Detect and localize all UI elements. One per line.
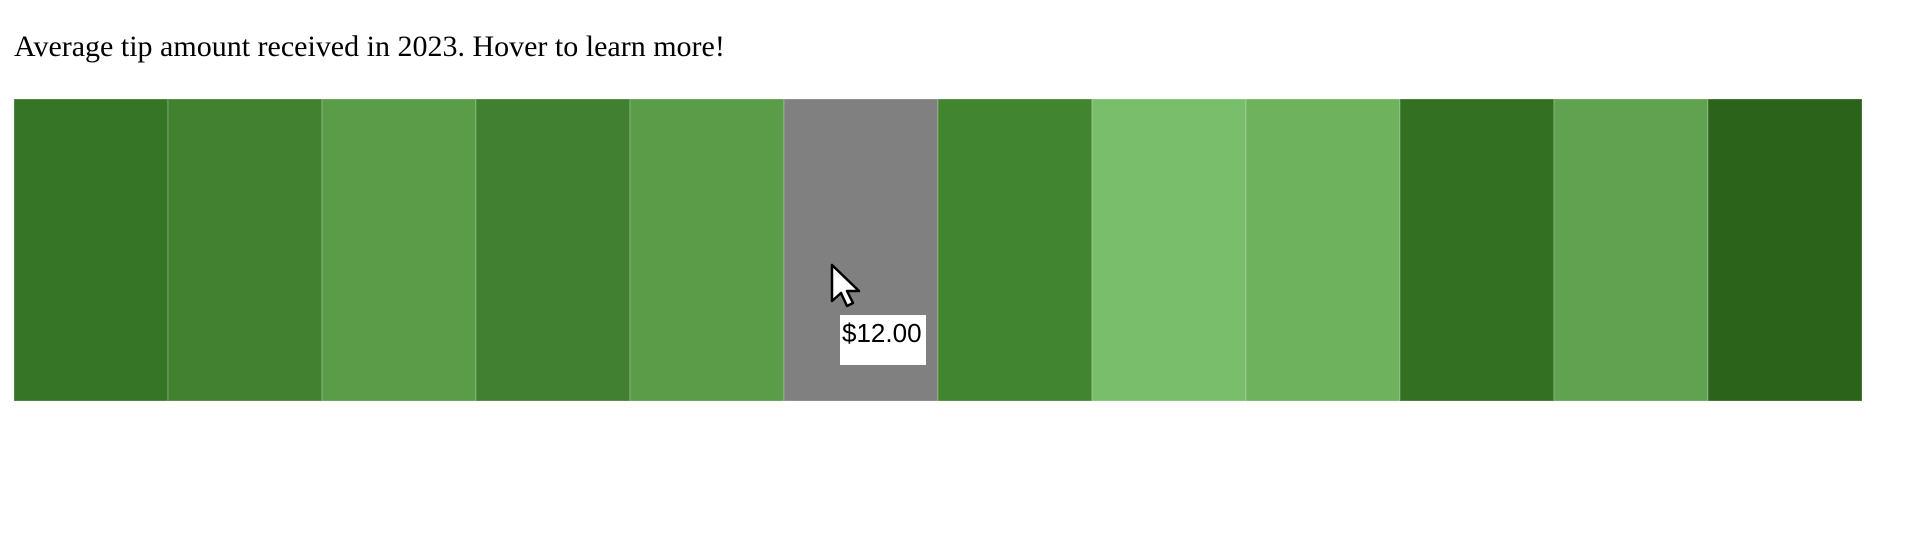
hover-tooltip: $12.00 — [840, 315, 926, 365]
chart-caption: Average tip amount received in 2023. Hov… — [14, 30, 725, 63]
heatmap-strip — [14, 99, 1862, 401]
heatmap-cell[interactable] — [14, 99, 169, 401]
heatmap-cell[interactable] — [1091, 99, 1247, 401]
heatmap-cell[interactable] — [167, 99, 323, 401]
heatmap-cell[interactable] — [321, 99, 477, 401]
heatmap-cell[interactable] — [1245, 99, 1401, 401]
heatmap-cell[interactable] — [1553, 99, 1709, 401]
heatmap-cell[interactable] — [1707, 99, 1862, 401]
heatmap-cell[interactable] — [937, 99, 1093, 401]
heatmap-cell[interactable] — [475, 99, 631, 401]
heatmap-cell[interactable] — [1399, 99, 1555, 401]
heatmap-cell[interactable] — [629, 99, 785, 401]
